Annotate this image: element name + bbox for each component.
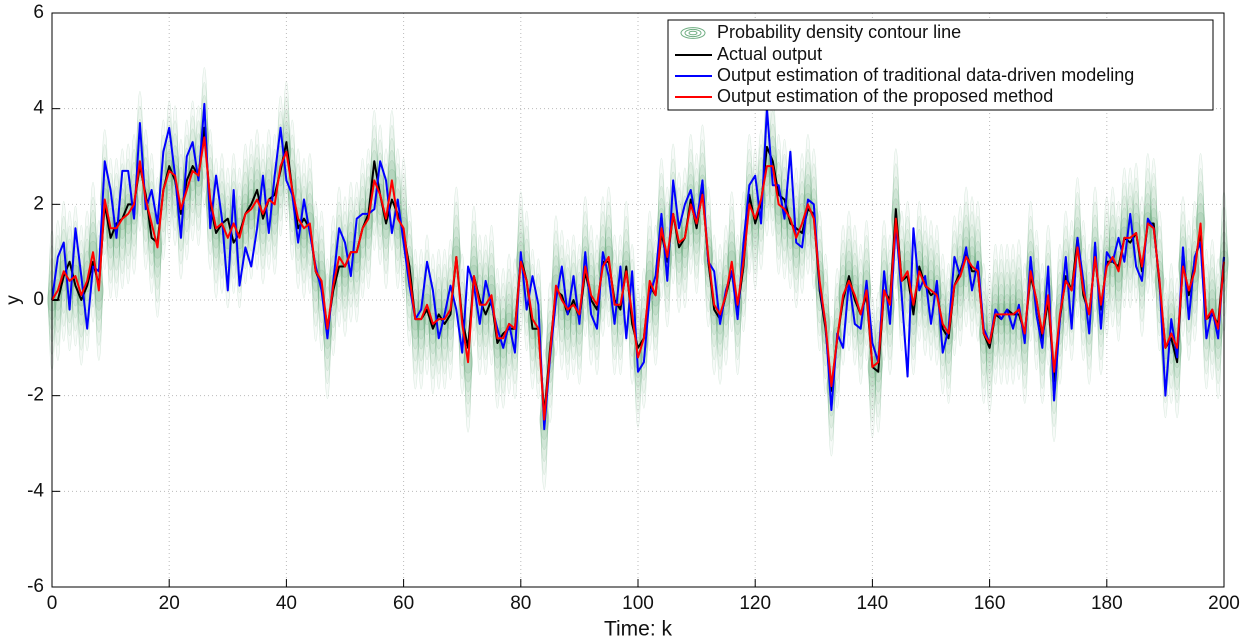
legend-box: [667, 19, 1214, 111]
legend: Probability density contour line Actual …: [667, 19, 1214, 111]
y-tick-label: 4: [33, 98, 44, 119]
x-axis-label: Time: k: [604, 618, 673, 641]
y-tick-label: 2: [33, 193, 44, 214]
x-tick-label: 120: [739, 593, 771, 614]
lines-layer: [51, 102, 1225, 431]
x-tick-label: 60: [393, 593, 414, 614]
x-tick-label: 140: [857, 593, 889, 614]
y-tick-label: 0: [33, 289, 44, 310]
x-tick-label: 200: [1208, 593, 1240, 614]
x-tick-label: 180: [1091, 593, 1123, 614]
y-axis-label: y: [3, 295, 24, 305]
x-tick-label: 0: [47, 593, 58, 614]
y-tick-label: -2: [27, 385, 44, 406]
x-tick-label: 100: [622, 593, 654, 614]
legend-label: Probability density contour line: [717, 22, 961, 42]
y-tick-label: -6: [27, 576, 44, 597]
x-tick-label: 40: [276, 593, 297, 614]
legend-swatch: [684, 28, 702, 38]
plot-frame: [51, 12, 1225, 588]
legend-label: Output estimation of the proposed method: [717, 86, 1053, 106]
legend-swatch: [680, 27, 706, 39]
legend-swatch: [688, 30, 698, 36]
x-tick-label: 20: [159, 593, 180, 614]
x-tick-label: 160: [974, 593, 1006, 614]
y-tick-label: -4: [27, 480, 44, 501]
series-line: [51, 136, 1225, 421]
legend-label: Actual output: [717, 44, 822, 64]
legend-label: Output estimation of traditional data-dr…: [717, 65, 1134, 85]
y-tick-label: 6: [33, 2, 44, 23]
x-tick-label: 80: [510, 593, 531, 614]
